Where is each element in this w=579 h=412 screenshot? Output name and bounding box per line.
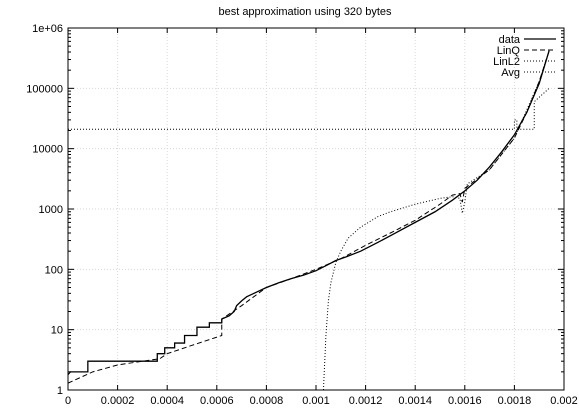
x-tick-label: 0.0012 [349,395,383,407]
axis-ticks: 0 0.0002 0.0004 0.0006 0.0008 0.001 0.0012 0.00… [26,23,577,407]
series-line-avg [68,87,550,130]
y-tick-label: 10 [51,325,63,337]
series-line-data [67,50,550,376]
legend-label-data: data [499,34,521,46]
x-tick-label: 0.0002 [101,395,135,407]
x-tick-label: 0.001 [302,395,330,407]
series-line-linq [67,50,550,384]
y-tick-label: 1000 [39,204,63,216]
x-tick-label: 0.0014 [398,395,432,407]
x-tick-label: 0.0006 [200,395,234,407]
legend-label-linl2: LinL2 [493,56,520,68]
y-tick-label: 1 [57,385,63,397]
y-tick-label: 1e+06 [32,23,63,35]
x-tick-label: 0 [65,395,71,407]
legend-label-linq: LinQ [497,45,521,57]
x-tick-label: 0.0016 [448,395,482,407]
legend-label-avg: Avg [501,67,520,79]
x-tick-label: 0.0018 [498,395,532,407]
x-tick-label: 0.0004 [150,395,184,407]
x-tick-label: 0.0008 [250,395,284,407]
series-line-linl2 [322,50,550,391]
grid [68,28,564,390]
chart-title: best approximation using 320 bytes [218,6,392,18]
x-tick-label: 0.002 [550,395,578,407]
y-tick-label: 100000 [26,83,63,95]
y-tick-label: 100 [45,264,63,276]
series-lines [67,50,550,391]
y-tick-label: 10000 [32,144,63,156]
